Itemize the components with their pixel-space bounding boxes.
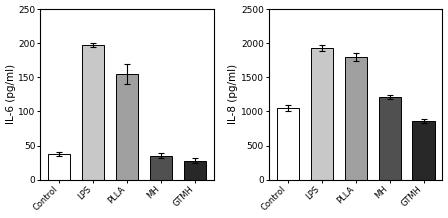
Y-axis label: IL-6 (pg/ml): IL-6 (pg/ml) xyxy=(5,64,16,124)
Bar xyxy=(184,160,206,180)
Bar xyxy=(48,154,70,180)
Bar xyxy=(82,45,104,180)
Bar xyxy=(345,57,366,180)
Bar xyxy=(379,97,401,180)
Bar xyxy=(150,156,172,180)
Bar xyxy=(116,74,138,180)
Y-axis label: IL-8 (pg/ml): IL-8 (pg/ml) xyxy=(228,64,238,124)
Bar xyxy=(413,121,435,180)
Bar xyxy=(310,48,333,180)
Bar xyxy=(276,108,299,180)
